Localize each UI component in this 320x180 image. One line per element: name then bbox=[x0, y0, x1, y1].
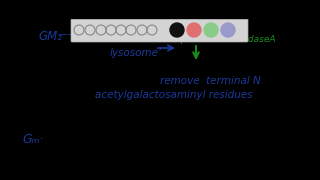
FancyBboxPatch shape bbox=[71, 18, 248, 42]
Circle shape bbox=[204, 23, 218, 37]
Text: remove  terminal N: remove terminal N bbox=[160, 76, 261, 86]
Circle shape bbox=[170, 23, 184, 37]
Circle shape bbox=[221, 23, 235, 37]
Text: GM₂: GM₂ bbox=[38, 30, 62, 43]
Text: Gₘ·: Gₘ· bbox=[22, 133, 44, 146]
Text: lysosome’: lysosome’ bbox=[110, 48, 162, 58]
Text: acetylgalactosaminyl residues: acetylgalactosaminyl residues bbox=[95, 90, 252, 100]
Bar bbox=[0, 0, 320, 18]
Text: β – hexosaminidaseA: β – hexosaminidaseA bbox=[180, 35, 276, 44]
Circle shape bbox=[187, 23, 201, 37]
Bar bbox=[0, 166, 320, 180]
Text: ———— ·····: ———— ····· bbox=[58, 29, 115, 39]
